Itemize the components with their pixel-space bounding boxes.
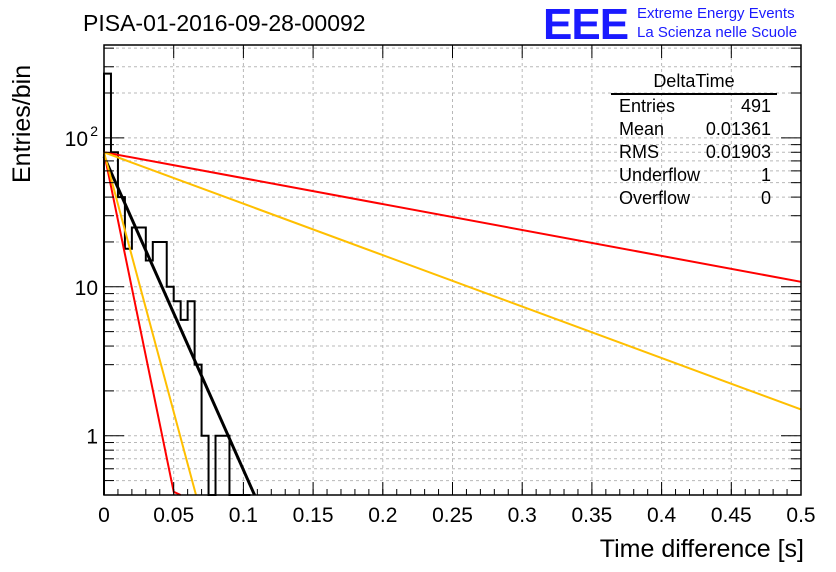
fit-line (102, 155, 256, 496)
eee-logo: EEE (543, 0, 629, 49)
fit-line (103, 151, 802, 411)
stats-row-mean: Mean 0.01361 (611, 118, 777, 141)
y-tick-label-exponent: 2 (90, 123, 98, 139)
eee-logo-text: Extreme Energy Events La Scienza nelle S… (637, 4, 797, 42)
chart-title: PISA-01-2016-09-28-00092 (83, 10, 366, 36)
fit-line (103, 152, 197, 496)
x-tick-label: 0 (98, 504, 110, 527)
stats-value: 0.01903 (705, 142, 771, 162)
logo-line-1: Extreme Energy Events (637, 5, 795, 22)
x-tick-label: 0.45 (711, 504, 752, 527)
stats-label: Underflow (619, 165, 701, 185)
fit-line (103, 151, 802, 283)
stats-row-overflow: Overflow 0 (611, 187, 777, 210)
x-tick-label: 0.05 (153, 504, 194, 527)
x-tick-label: 0.2 (368, 504, 397, 527)
x-tick-label: 0.15 (293, 504, 334, 527)
stats-label: RMS (619, 142, 659, 162)
stats-row-underflow: Underflow 1 (611, 164, 777, 187)
logo-line-2: La Scienza nelle Scuole (637, 24, 798, 41)
x-tick-label: 0.35 (571, 504, 612, 527)
stats-row-entries: Entries 491 (611, 95, 777, 118)
x-tick-label: 0.25 (432, 504, 473, 527)
stats-title: DeltaTime (611, 70, 777, 95)
y-tick-label: 1 (86, 426, 98, 449)
x-tick-label: 0.1 (229, 504, 258, 527)
x-tick-label: 0.4 (647, 504, 677, 527)
x-tick-label: 0.3 (508, 504, 537, 527)
fit-line (103, 152, 182, 496)
stats-label: Entries (619, 96, 676, 116)
y-tick-label: 10 (65, 128, 88, 151)
x-axis-label: Time difference [s] (599, 535, 804, 563)
stats-label: Overflow (619, 188, 691, 208)
stats-box: DeltaTime Entries 491 Mean 0.01361 RMS 0… (611, 70, 777, 210)
stats-label: Mean (619, 119, 665, 139)
stats-row-rms: RMS 0.01903 (611, 141, 777, 164)
y-tick-label: 10 (75, 277, 98, 300)
stats-value: 0 (760, 188, 771, 208)
histogram-steps (103, 72, 251, 496)
stats-value: 491 (740, 96, 771, 116)
stats-value: 1 (760, 165, 771, 185)
y-axis-label: Entries/bin (8, 64, 36, 183)
stats-value: 0.01361 (705, 119, 771, 139)
x-tick-label: 0.5 (786, 504, 815, 527)
